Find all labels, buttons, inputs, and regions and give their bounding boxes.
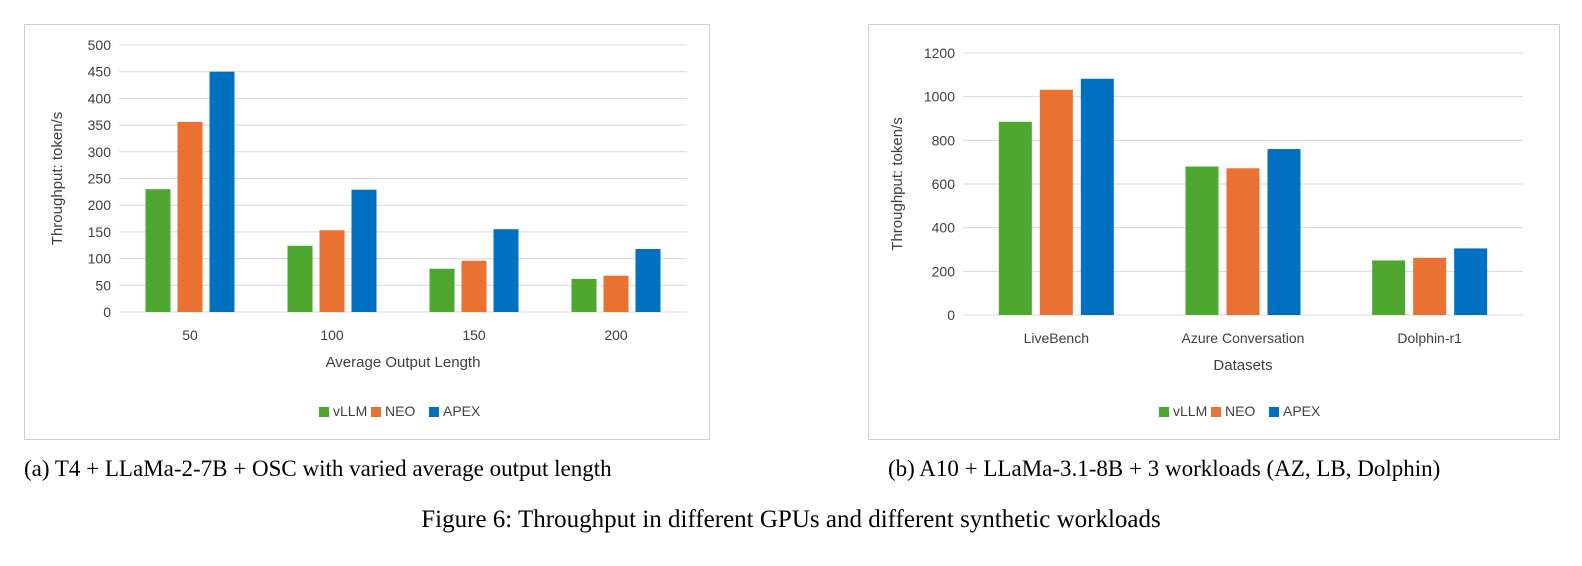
bar-neo-2 [1413,257,1447,315]
y-axis-title: Throughput: token/s [889,117,906,250]
bar-neo-1 [319,230,345,312]
chart-b-caption: (b) A10 + LLaMa-3.1-8B + 3 workloads (AZ… [888,456,1441,481]
bar-vllm-3 [571,278,597,312]
bar-vllm-2 [429,268,455,312]
chart-panel-b: 0 200 400 600 800 1000 1200 LiveBench Azure Conv… [868,24,1560,440]
y-tick-label: 200 [932,263,956,279]
bar-neo-3 [603,275,629,312]
legend-label-neo: NEO [1225,403,1255,419]
chart-panel-a: 0 50 100 150 200 250 300 350 400 450 500 50 100 150 20… [24,24,710,440]
x-axis-title: Average Output Length [326,354,481,371]
bar-apex-0 [209,71,235,312]
y-tick-label: 250 [88,171,112,187]
legend-label-vllm: vLLM [333,403,367,419]
bar-vllm-1 [287,245,313,312]
bar-neo-0 [1039,89,1073,316]
x-tick-label: 50 [182,327,198,343]
y-tick-label: 1200 [924,45,955,61]
x-tick-label: 150 [462,327,486,343]
bar-apex-1 [351,189,377,312]
legend-label-vllm: vLLM [1173,403,1207,419]
chart-b-svg: 0 200 400 600 800 1000 1200 LiveBench Azure Conv… [889,45,1523,419]
chart-a-caption: (a) T4 + LLaMa-2-7B + OSC with varied av… [24,456,612,481]
bar-apex-2 [493,229,519,312]
bar-apex-2 [1454,248,1488,315]
bar-apex-1 [1267,149,1301,315]
y-tick-label: 350 [88,117,112,133]
y-tick-label: 300 [88,144,112,160]
y-tick-label: 1000 [924,89,955,105]
legend-label-apex: APEX [443,403,481,419]
figure-caption: Figure 6: Throughput in different GPUs a… [421,506,1161,533]
legend-swatch-vllm [1159,407,1169,417]
y-tick-label: 0 [947,307,955,323]
y-tick-label: 200 [88,197,112,213]
bar-neo-1 [1226,168,1260,315]
x-tick-label: 200 [604,327,628,343]
legend-swatch-neo [371,407,381,417]
x-tick-label: Azure Conversation [1182,330,1305,346]
x-tick-label: LiveBench [1024,330,1089,346]
y-tick-label: 800 [932,132,956,148]
legend-label-apex: APEX [1283,403,1321,419]
x-tick-label: 100 [320,327,344,343]
y-tick-label: 0 [103,304,111,320]
legend-swatch-apex [1269,407,1279,417]
y-tick-label: 500 [88,37,112,53]
chart-a-svg: 0 50 100 150 200 250 300 350 400 450 500 50 100 150 20… [49,37,687,419]
y-tick-label: 600 [932,176,956,192]
y-axis-title: Throughput: token/s [49,112,66,245]
y-tick-label: 50 [95,277,111,293]
bar-vllm-2 [1372,260,1406,315]
bar-neo-2 [461,260,487,312]
bar-vllm-0 [145,189,171,312]
y-tick-label: 400 [88,90,112,106]
bar-neo-0 [177,121,203,313]
bar-apex-0 [1080,78,1114,315]
y-tick-label: 150 [88,224,112,240]
legend-swatch-neo [1211,407,1221,417]
bar-apex-3 [635,248,661,312]
legend-label-neo: NEO [385,403,415,419]
bar-vllm-0 [998,121,1032,316]
x-axis-title: Datasets [1213,357,1272,374]
legend-swatch-vllm [319,407,329,417]
bar-vllm-1 [1185,166,1219,315]
x-tick-label: Dolphin-r1 [1397,330,1462,346]
legend-swatch-apex [429,407,439,417]
y-tick-label: 400 [932,220,956,236]
y-tick-label: 450 [88,64,112,80]
y-tick-label: 100 [88,251,112,267]
